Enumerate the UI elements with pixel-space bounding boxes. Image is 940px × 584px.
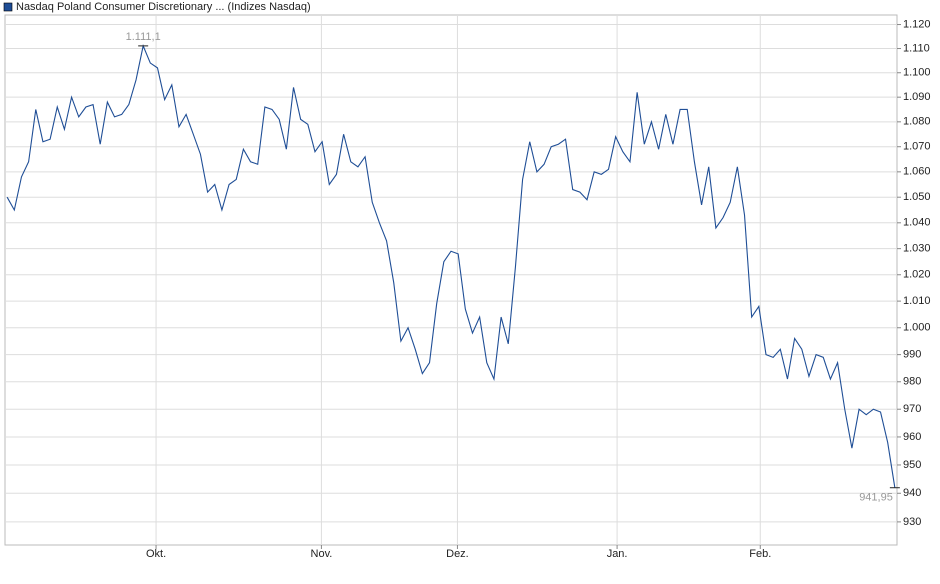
plot-area [4,14,898,546]
y-tick-label: 950 [903,459,921,471]
y-tick-label: 1.000 [903,322,931,334]
y-tick-label: 930 [903,516,921,528]
legend-label: Nasdaq Poland Consumer Discretionary ...… [16,1,311,13]
y-tick-label: 1.010 [903,295,931,307]
x-tick-label: Okt. [146,548,166,560]
y-tick-label: 1.090 [903,91,931,103]
y-tick-label: 990 [903,349,921,361]
y-tick-label: 1.040 [903,217,931,229]
y-tick-label: 980 [903,376,921,388]
x-tick-label: Dez. [446,548,469,560]
x-tick-label: Nov. [311,548,333,560]
y-tick-label: 1.070 [903,141,931,153]
y-tick-label: 940 [903,487,921,499]
data-label: 1.111,1 [126,31,161,43]
y-tick-label: 1.100 [903,67,931,79]
y-tick-label: 1.020 [903,269,931,281]
line [6,44,896,488]
x-tick-label: Feb. [749,548,771,560]
y-tick-label: 960 [903,431,921,443]
x-tick-label: Jan. [607,548,628,560]
y-tick-label: 1.080 [903,116,931,128]
y-tick-label: 1.060 [903,166,931,178]
data-label: 941,95 [859,492,893,504]
y-tick-label: 1.120 [903,18,931,30]
y-tick-label: 970 [903,403,921,415]
y-tick-label: 1.030 [903,243,931,255]
legend-swatch [3,2,13,12]
y-tick-label: 1.050 [903,191,931,203]
y-tick-label: 1.110 [903,42,930,54]
